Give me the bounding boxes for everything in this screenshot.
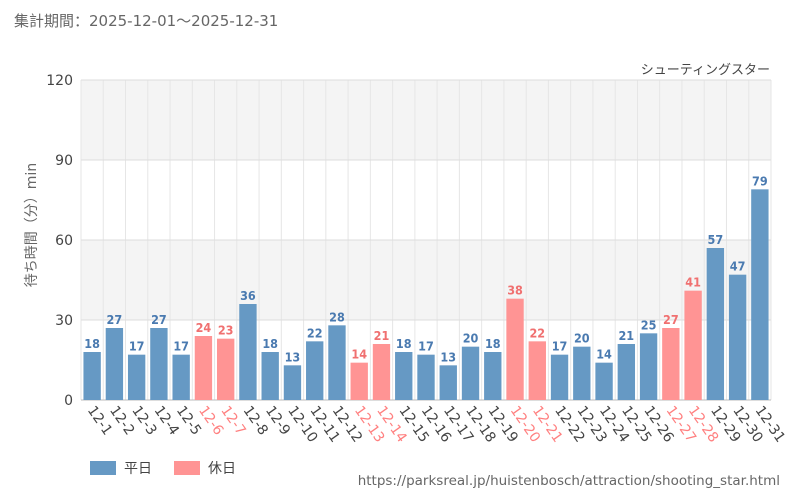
bar-12-16 [417, 354, 435, 400]
bar-12-30 [728, 274, 747, 400]
holiday-swatch [174, 461, 200, 475]
bar-12-9 [261, 352, 279, 400]
bar-12-6 [194, 336, 213, 400]
bar-12-5 [172, 354, 190, 400]
bar-12-27 [662, 328, 680, 400]
value-label-12-10: 13 [285, 349, 301, 364]
source-url[interactable]: https://parksreal.jp/huistenbosch/attrac… [357, 473, 780, 489]
bar-12-23 [573, 346, 591, 400]
vertical-gridlines [80, 80, 772, 400]
bar-12-18 [461, 346, 480, 400]
y-tick-label: 120 [46, 73, 73, 89]
value-label-12-12: 28 [329, 309, 345, 324]
bar-12-26 [639, 333, 658, 400]
bar-12-14 [372, 344, 391, 400]
value-label-12-24: 14 [596, 347, 612, 362]
bar-12-4 [150, 328, 168, 400]
value-label-12-1: 18 [84, 336, 100, 351]
value-label-12-16: 17 [418, 339, 434, 354]
value-label-12-19: 18 [485, 336, 501, 351]
value-label-12-6: 24 [196, 320, 212, 335]
value-label-12-20: 38 [507, 283, 523, 298]
value-label-12-27: 27 [663, 312, 679, 327]
value-label-12-17: 13 [440, 349, 456, 364]
bar-12-10 [283, 365, 302, 400]
period-label: 集計期間：2025-12-01～2025-12-31 [14, 12, 279, 30]
legend-label-weekday: 平日 [124, 461, 152, 477]
bar-12-24 [595, 362, 613, 400]
y-tick-label: 90 [55, 153, 73, 169]
bar-12-12 [328, 325, 346, 400]
value-labels: 18 27 17 27 17 24 23 36 18 13 22 28 14 21 18 17 13 20 18 38… [84, 173, 768, 364]
value-label-12-9: 18 [262, 336, 278, 351]
y-tick-label: 30 [55, 313, 73, 329]
bar-12-28 [684, 290, 702, 400]
legend-label-holiday: 休日 [208, 461, 236, 477]
value-label-12-23: 20 [574, 331, 590, 346]
value-label-12-21: 22 [529, 325, 545, 340]
value-label-12-30: 47 [730, 259, 746, 274]
value-label-12-31: 79 [752, 173, 768, 188]
legend-item-weekday: 平日 [90, 458, 152, 478]
band-90-120 [81, 80, 771, 160]
value-label-12-13: 14 [351, 347, 367, 362]
bar-12-13 [350, 362, 368, 400]
value-label-12-7: 23 [218, 323, 234, 338]
value-label-12-4: 27 [151, 312, 167, 327]
wait-time-bar-chart: 18 27 17 27 17 24 23 36 18 13 22 28 14 21 18 17 13 20 18 38… [24, 63, 788, 446]
bar-12-29 [706, 248, 725, 400]
legend-item-holiday: 休日 [174, 458, 236, 478]
value-label-12-14: 21 [374, 328, 390, 343]
value-label-12-2: 27 [107, 312, 123, 327]
weekday-swatch [90, 461, 116, 475]
band-60-90 [81, 160, 771, 240]
value-label-12-15: 18 [396, 336, 412, 351]
value-label-12-22: 17 [552, 339, 568, 354]
bar-12-1 [83, 352, 101, 400]
bar-12-2 [105, 328, 124, 400]
y-axis-label: 待ち時間（分）min [24, 163, 40, 287]
y-tick-label: 60 [55, 233, 73, 249]
value-label-12-26: 25 [641, 317, 657, 332]
value-label-12-18: 20 [463, 331, 479, 346]
y-tick-label: 0 [64, 393, 73, 409]
value-label-12-28: 41 [685, 275, 701, 290]
bar-12-3 [127, 354, 146, 400]
y-axis-ticks: 0 30 60 90 120 [46, 73, 73, 409]
value-label-12-25: 21 [618, 328, 634, 343]
value-label-12-3: 17 [129, 339, 145, 354]
bar-series [83, 189, 769, 400]
bar-12-22 [550, 354, 569, 400]
bar-12-21 [528, 341, 546, 400]
bar-12-7 [216, 338, 235, 400]
value-label-12-29: 57 [708, 232, 724, 247]
x-axis-ticks: 12-112-212-312-412-512-612-712-812-912-1… [84, 403, 788, 446]
bar-12-15 [395, 352, 413, 400]
bar-12-31 [751, 189, 769, 400]
bar-12-8 [239, 304, 257, 400]
value-label-12-8: 36 [240, 288, 256, 303]
bar-12-11 [306, 341, 324, 400]
value-label-12-5: 17 [173, 339, 189, 354]
value-label-12-11: 22 [307, 325, 323, 340]
bar-12-25 [617, 344, 636, 400]
legend: 平日 休日 [90, 458, 236, 478]
bar-12-17 [439, 365, 457, 400]
bar-12-19 [484, 352, 502, 400]
band-30-60 [81, 240, 771, 320]
bar-12-20 [506, 298, 524, 400]
chart-title: シューティングスター [641, 63, 770, 78]
